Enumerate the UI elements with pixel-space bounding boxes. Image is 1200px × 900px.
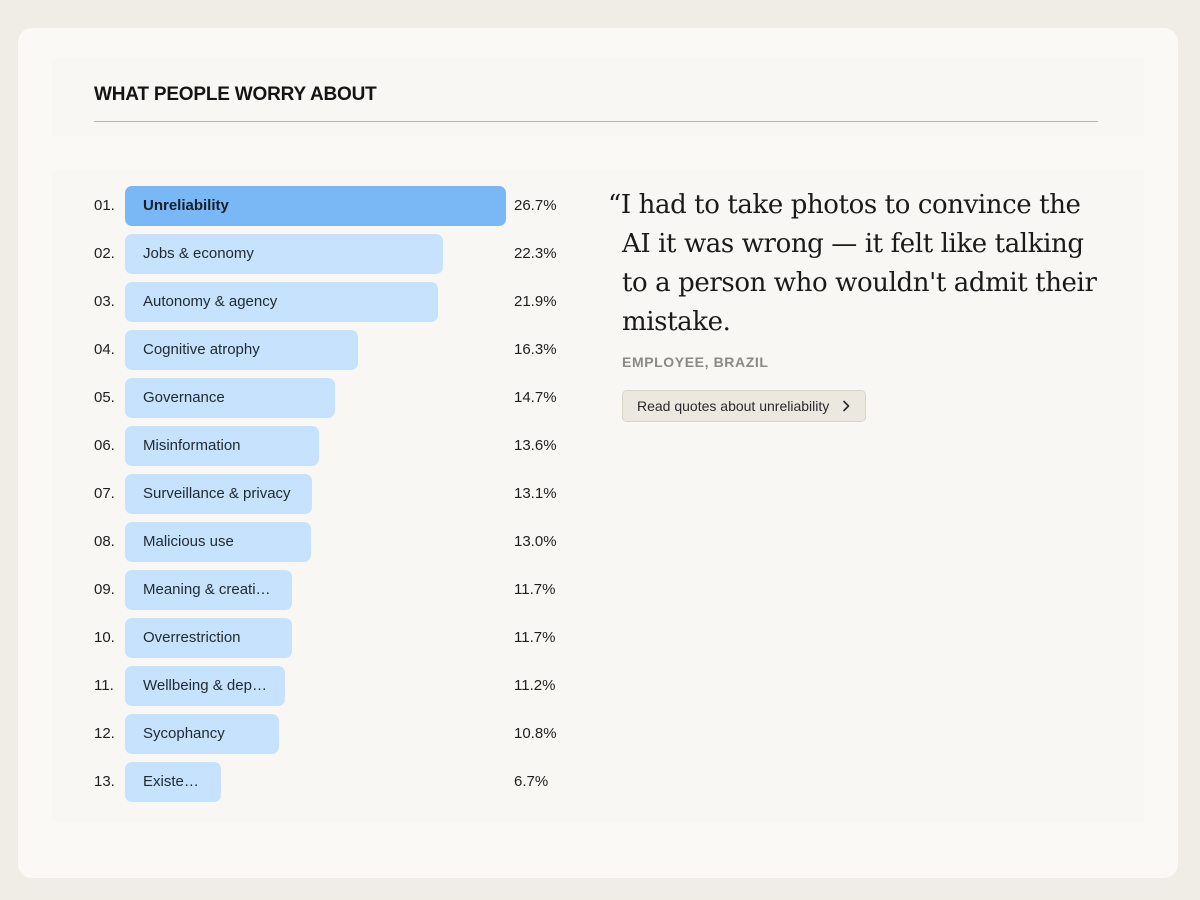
chart-row: 01. Unreliability 26.7% bbox=[94, 186, 574, 234]
bar-autonomy-agency[interactable]: Autonomy & agency bbox=[125, 282, 438, 322]
chart-row: 08. Malicious use 13.0% bbox=[94, 522, 574, 570]
row-rank: 02. bbox=[94, 245, 115, 262]
bar-value-label: 13.1% bbox=[514, 485, 557, 502]
chart-row: 05. Governance 14.7% bbox=[94, 378, 574, 426]
bar-meaning-creati[interactable]: Meaning & creati… bbox=[125, 570, 292, 610]
header-panel bbox=[52, 58, 1144, 136]
bar-governance[interactable]: Governance bbox=[125, 378, 335, 418]
row-rank: 05. bbox=[94, 389, 115, 406]
bar-label: Malicious use bbox=[143, 533, 234, 550]
row-rank: 04. bbox=[94, 341, 115, 358]
bar-label: Sycophancy bbox=[143, 725, 225, 742]
bar-label: Cognitive atrophy bbox=[143, 341, 260, 358]
read-quotes-label: Read quotes about unreliability bbox=[637, 398, 830, 414]
row-rank: 07. bbox=[94, 485, 115, 502]
chevron-right-icon bbox=[843, 400, 850, 412]
chart-row: 11. Wellbeing & dep… 11.2% bbox=[94, 666, 574, 714]
bar-value-label: 16.3% bbox=[514, 341, 557, 358]
row-rank: 13. bbox=[94, 773, 115, 790]
title-divider bbox=[94, 121, 1098, 122]
chart-row: 03. Autonomy & agency 21.9% bbox=[94, 282, 574, 330]
quote-panel: “I had to take photos to convince the AI… bbox=[608, 186, 1098, 422]
bar-label: Governance bbox=[143, 389, 225, 406]
bar-label: Existe… bbox=[143, 773, 199, 790]
bar-label: Meaning & creati… bbox=[143, 581, 271, 598]
bar-value-label: 11.2% bbox=[514, 677, 556, 694]
chart-row: 09. Meaning & creati… 11.7% bbox=[94, 570, 574, 618]
bar-value-label: 14.7% bbox=[514, 389, 557, 406]
quote-attribution: EMPLOYEE, BRAZIL bbox=[622, 354, 769, 370]
row-rank: 08. bbox=[94, 533, 115, 550]
row-rank: 11. bbox=[94, 677, 114, 694]
row-rank: 10. bbox=[94, 629, 115, 646]
bar-value-label: 11.7% bbox=[514, 629, 556, 646]
row-rank: 01. bbox=[94, 197, 115, 214]
row-rank: 06. bbox=[94, 437, 115, 454]
bar-unreliability[interactable]: Unreliability bbox=[125, 186, 506, 226]
bar-surveillance-privacy[interactable]: Surveillance & privacy bbox=[125, 474, 312, 514]
chart-row: 07. Surveillance & privacy 13.1% bbox=[94, 474, 574, 522]
bar-value-label: 22.3% bbox=[514, 245, 557, 262]
bar-wellbeing-dep[interactable]: Wellbeing & dep… bbox=[125, 666, 285, 706]
bar-value-label: 6.7% bbox=[514, 773, 549, 790]
bar-cognitive-atrophy[interactable]: Cognitive atrophy bbox=[125, 330, 358, 370]
bar-malicious-use[interactable]: Malicious use bbox=[125, 522, 311, 562]
bar-label: Unreliability bbox=[143, 197, 229, 214]
chart-row: 02. Jobs & economy 22.3% bbox=[94, 234, 574, 282]
bar-value-label: 13.6% bbox=[514, 437, 557, 454]
chart-row: 13. Existe… 6.7% bbox=[94, 762, 574, 810]
bar-misinformation[interactable]: Misinformation bbox=[125, 426, 319, 466]
bar-existe[interactable]: Existe… bbox=[125, 762, 221, 802]
row-rank: 03. bbox=[94, 293, 115, 310]
quote-text: “I had to take photos to convince the AI… bbox=[608, 190, 1097, 337]
bar-label: Overrestriction bbox=[143, 629, 241, 646]
read-quotes-button[interactable]: Read quotes about unreliability bbox=[622, 390, 867, 422]
bar-overrestriction[interactable]: Overrestriction bbox=[125, 618, 292, 658]
bar-label: Surveillance & privacy bbox=[143, 485, 291, 502]
chart-row: 10. Overrestriction 11.7% bbox=[94, 618, 574, 666]
bar-value-label: 10.8% bbox=[514, 725, 557, 742]
bar-sycophancy[interactable]: Sycophancy bbox=[125, 714, 279, 754]
bar-value-label: 26.7% bbox=[514, 197, 557, 214]
chart-row: 04. Cognitive atrophy 16.3% bbox=[94, 330, 574, 378]
bar-value-label: 21.9% bbox=[514, 293, 557, 310]
bar-value-label: 13.0% bbox=[514, 533, 557, 550]
bar-label: Jobs & economy bbox=[143, 245, 254, 262]
bar-value-label: 11.7% bbox=[514, 581, 556, 598]
bar-label: Misinformation bbox=[143, 437, 241, 454]
bar-label: Autonomy & agency bbox=[143, 293, 278, 310]
section-title: WHAT PEOPLE WORRY ABOUT bbox=[94, 84, 377, 105]
bar-jobs-economy[interactable]: Jobs & economy bbox=[125, 234, 443, 274]
chart-row: 12. Sycophancy 10.8% bbox=[94, 714, 574, 762]
row-rank: 09. bbox=[94, 581, 115, 598]
bar-label: Wellbeing & dep… bbox=[143, 677, 267, 694]
row-rank: 12. bbox=[94, 725, 115, 742]
chart-row: 06. Misinformation 13.6% bbox=[94, 426, 574, 474]
worry-bar-chart: 01. Unreliability 26.7% 02. Jobs & economy 22… bbox=[94, 186, 574, 810]
